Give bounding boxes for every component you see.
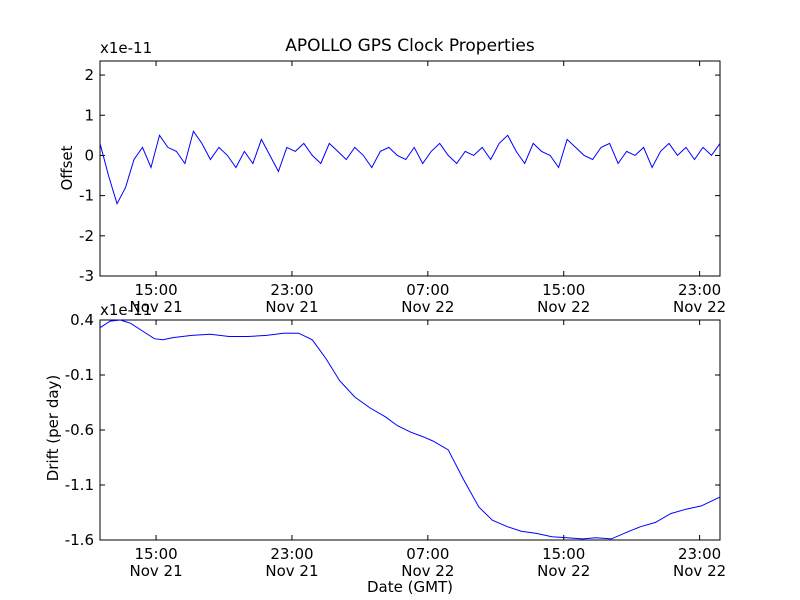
- x-axis-label: Date (GMT): [367, 578, 453, 596]
- offset-x-tick-time: 07:00: [406, 281, 449, 299]
- drift-x-tick-date: Nov 21: [129, 562, 182, 580]
- drift-x-tick-date: Nov 22: [673, 562, 726, 580]
- offset-x-tick-time: 23:00: [270, 281, 313, 299]
- offset-y-tick-label: -3: [79, 267, 94, 285]
- offset-multiplier-label: x1e-11: [100, 39, 152, 57]
- drift-x-tick-time: 15:00: [542, 545, 585, 563]
- offset-y-tick-labels: 2 1 0 -1 -2 -3: [79, 66, 94, 285]
- offset-x-tick-time: 15:00: [134, 281, 177, 299]
- drift-y-tick-label: -1.6: [65, 531, 94, 549]
- offset-y-tick-label: 0: [84, 146, 94, 164]
- drift-multiplier-label: x1e-11: [100, 301, 152, 319]
- offset-x-tick-date: Nov 22: [673, 298, 726, 316]
- offset-x-tick-date: Nov 21: [265, 298, 318, 316]
- drift-x-tick-time: 23:00: [678, 545, 721, 563]
- offset-y-tick-label: -1: [79, 187, 94, 205]
- drift-y-tick-labels: 0.4 -0.1 -0.6 -1.1 -1.6: [65, 311, 94, 549]
- drift-y-tick-label: -0.6: [65, 421, 94, 439]
- drift-plot-area: [99, 319, 721, 541]
- drift-x-tick-date: Nov 22: [537, 562, 590, 580]
- drift-x-tick-time: 07:00: [406, 545, 449, 563]
- offset-x-tick-date: Nov 21: [129, 298, 182, 316]
- offset-x-tick-date: Nov 22: [537, 298, 590, 316]
- offset-y-tick-label: -2: [79, 227, 94, 245]
- offset-x-tick-time: 15:00: [542, 281, 585, 299]
- drift-y-tick-label: -1.1: [65, 476, 94, 494]
- offset-y-axis-label: Offset: [58, 145, 76, 190]
- offset-x-tick-date: Nov 22: [401, 298, 454, 316]
- drift-x-tick-date: Nov 22: [401, 562, 454, 580]
- drift-y-tick-label: 0.4: [70, 311, 94, 329]
- offset-x-tick-time: 23:00: [678, 281, 721, 299]
- drift-x-tick-time: 15:00: [134, 545, 177, 563]
- drift-y-tick-label: -0.1: [65, 366, 94, 384]
- offset-plot-area: [99, 60, 721, 277]
- drift-y-axis-label: Drift (per day): [44, 375, 62, 482]
- drift-series-line: [99, 319, 721, 540]
- drift-x-tick-time: 23:00: [270, 545, 313, 563]
- offset-ticks: [100, 61, 720, 277]
- offset-series-line: [99, 130, 721, 206]
- offset-y-tick-label: 2: [84, 66, 94, 84]
- chart-title: APOLLO GPS Clock Properties: [285, 36, 535, 56]
- drift-x-tick-date: Nov 21: [265, 562, 318, 580]
- offset-y-tick-label: 1: [84, 106, 94, 124]
